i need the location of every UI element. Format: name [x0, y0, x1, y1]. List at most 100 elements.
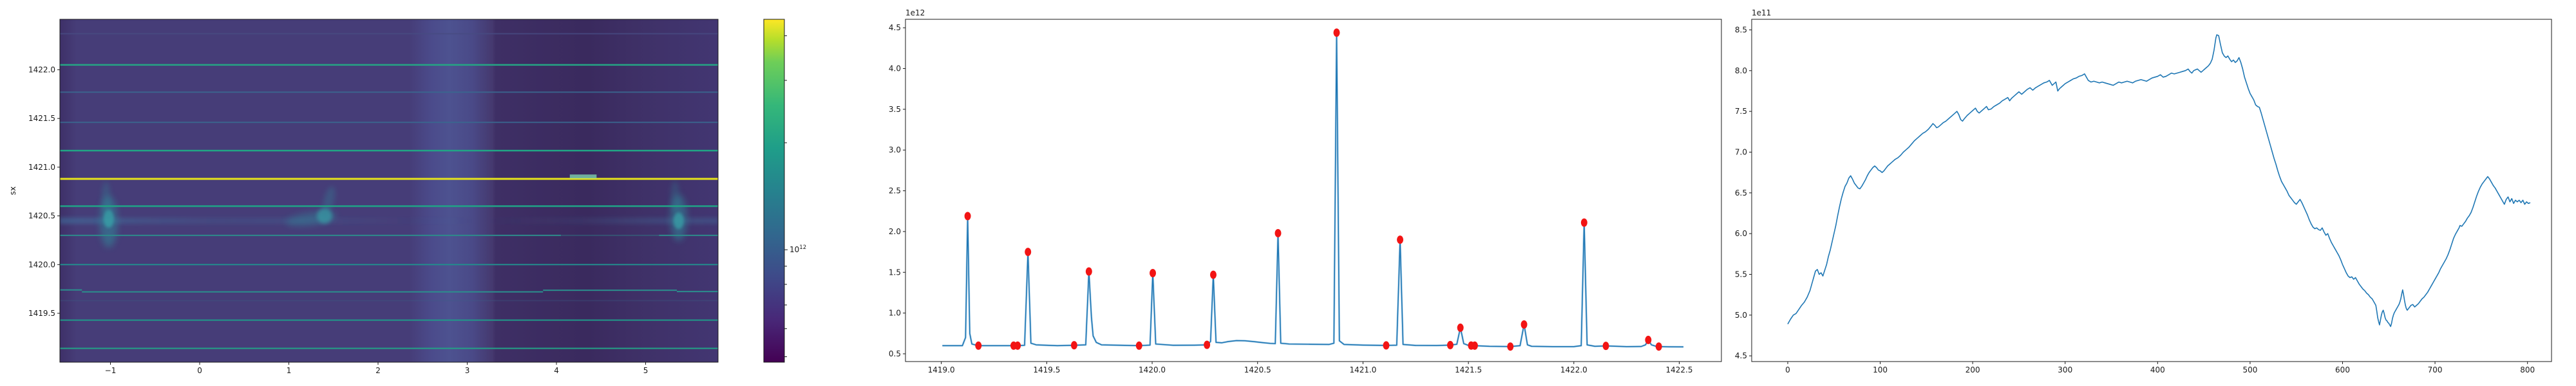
peak-marker — [1135, 341, 1142, 350]
peak-marker — [1025, 248, 1032, 257]
x-tick-label: 300 — [2058, 365, 2072, 374]
emission-line — [82, 291, 544, 293]
y-tick-label: 4.0 — [889, 64, 901, 73]
y-tick-label: 5.0 — [1735, 311, 1747, 320]
spectrum-panel: 1419.0 1419.5 1420.0 1420.5 1421.0 1421.5 1422… — [889, 8, 1722, 374]
peak-marker — [1014, 341, 1021, 350]
timeseries-line — [1787, 34, 2531, 327]
x-tick-label: 1419.0 — [928, 365, 955, 374]
emission-line — [543, 290, 677, 291]
heatmap-image — [60, 19, 718, 362]
y-tick-label: 1421.0 — [28, 163, 55, 172]
x-tick-label: 1420.0 — [1139, 365, 1166, 374]
peak-marker — [1333, 28, 1340, 37]
x-tick-label: 1420.5 — [1244, 365, 1271, 374]
emission-line — [60, 205, 718, 207]
y-tick-label: 4.5 — [889, 23, 901, 32]
emission-line — [659, 234, 718, 236]
y-tick-label: 1420.5 — [28, 212, 55, 221]
x-tick-label: 1422.0 — [1560, 365, 1587, 374]
x-tick-label: −1 — [105, 366, 117, 375]
emission-blob — [101, 181, 111, 216]
x-tick-label: 4 — [554, 366, 559, 375]
x-tick-label: 1419.5 — [1033, 365, 1060, 374]
peak-marker — [975, 341, 982, 350]
peak-marker — [1602, 342, 1609, 351]
y-tick-label: 1422.0 — [28, 65, 55, 74]
peak-marker — [1383, 341, 1390, 350]
x-tick-label: 1422.5 — [1666, 365, 1693, 374]
colorbar-outline — [763, 19, 785, 363]
y-tick-label: 2.0 — [889, 227, 901, 236]
y-tick-label: 7.5 — [1735, 107, 1747, 116]
peak-marker — [1397, 235, 1404, 244]
y-tick-label: 1419.5 — [28, 309, 55, 318]
x-tick-label: 5 — [643, 366, 649, 375]
y-axis-offset-label: 1e11 — [1752, 8, 1771, 17]
x-tick-label: 200 — [1965, 365, 1980, 374]
y-tick-label: 1421.5 — [28, 114, 55, 123]
x-tick-label: 0 — [1785, 365, 1790, 374]
y-axis-label: sx — [8, 187, 17, 195]
yellow-line-blip — [569, 174, 597, 179]
emission-line — [677, 291, 718, 293]
colorbar: 1012 — [763, 19, 806, 363]
y-tick-label: 6.5 — [1735, 188, 1747, 198]
y-tick-label: 2.5 — [889, 187, 901, 196]
emission-line — [60, 300, 718, 302]
heatmap-background — [60, 19, 718, 362]
peak-marker — [1471, 341, 1478, 350]
hi-emission-band — [60, 217, 718, 225]
x-tick-label: 2 — [375, 366, 381, 375]
heatmap-panel: −1 0 1 2 3 4 5 1419.5 1420.0 1420.5 1421.0 1421.5 14… — [8, 19, 719, 375]
x-tick-label: 1421.5 — [1455, 365, 1482, 374]
axes-spines — [1751, 19, 2552, 362]
peak-marker — [1150, 269, 1157, 278]
y-tick-label: 8.5 — [1735, 25, 1747, 34]
peak-marker — [1274, 228, 1282, 237]
timeseries-panel: 0 100 200 300 400 500 600 700 800 4.5 5.0 5.5 6.0 6.5… — [1735, 8, 2552, 374]
x-tick-label: 800 — [2520, 365, 2535, 374]
peak-marker — [1655, 342, 1662, 351]
x-tick-label: 700 — [2428, 365, 2443, 374]
spectrum-line-halo — [942, 32, 1684, 348]
emission-line — [60, 91, 718, 93]
x-tick-label: 3 — [465, 366, 470, 375]
colorbar-gradient — [764, 19, 784, 362]
x-tick-label: 0 — [197, 366, 202, 375]
emission-line — [60, 347, 718, 349]
y-tick-label: 6.0 — [1735, 229, 1747, 238]
emission-line — [60, 289, 82, 291]
emission-blob — [670, 181, 680, 212]
peak-marker — [1580, 218, 1587, 227]
emission-line — [60, 122, 718, 124]
x-tick-label: 400 — [2150, 365, 2165, 374]
x-tick-label: 1 — [287, 366, 292, 375]
emission-line — [60, 319, 718, 321]
peak-marker — [1645, 335, 1652, 344]
emission-line — [60, 33, 718, 35]
peak-marker — [1204, 340, 1211, 349]
y-tick-label: 3.5 — [889, 105, 901, 114]
emission-line — [60, 149, 718, 152]
emission-blob — [673, 212, 684, 230]
y-tick-label: 4.5 — [1735, 351, 1747, 360]
peak-marker — [1520, 320, 1528, 329]
peak-marker — [1070, 341, 1077, 350]
emission-blob — [323, 186, 336, 214]
emission-line — [60, 234, 561, 236]
spectrum-line — [942, 32, 1684, 347]
y-tick-label: 3.0 — [889, 145, 901, 154]
x-tick-label: 500 — [2242, 365, 2257, 374]
y-axis-offset-label: 1e12 — [905, 8, 925, 17]
emission-line — [60, 64, 718, 66]
colorbar-label-exponent: 12 — [799, 244, 806, 251]
axes-spines — [905, 19, 1722, 362]
emission-line — [60, 178, 718, 180]
peak-marker — [1446, 340, 1454, 349]
peak-marker — [1457, 323, 1464, 332]
colorbar-label: 1012 — [790, 244, 806, 254]
y-tick-label: 8.0 — [1735, 66, 1747, 75]
